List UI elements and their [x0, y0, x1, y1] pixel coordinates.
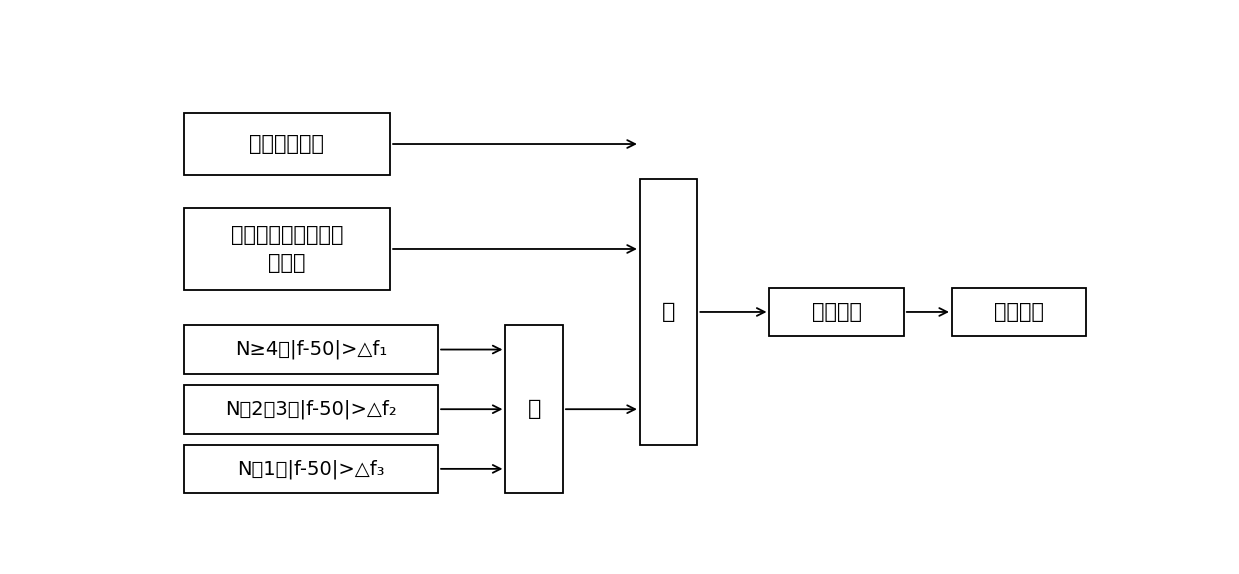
Text: N为1，|f-50|>△f₃: N为1，|f-50|>△f₃ — [237, 459, 384, 479]
Bar — [183, 444, 439, 493]
Bar — [952, 288, 1087, 336]
Bar — [183, 208, 390, 290]
Bar — [769, 288, 904, 336]
Bar — [506, 325, 563, 493]
Bar — [183, 385, 439, 433]
Bar — [183, 325, 439, 374]
Text: 延时时间: 延时时间 — [812, 302, 861, 322]
Text: 判出孤岛: 判出孤岛 — [994, 302, 1044, 322]
Text: 或: 或 — [528, 399, 541, 419]
Text: 且: 且 — [662, 302, 675, 322]
Text: N为2或3，|f-50|>△f₂: N为2或3，|f-50|>△f₂ — [225, 400, 396, 419]
Bar — [183, 113, 390, 175]
Text: 谐波突变启动: 谐波突变启动 — [249, 134, 325, 154]
Text: 谐波电压变化倍数超
出阈值: 谐波电压变化倍数超 出阈值 — [230, 225, 343, 273]
Bar — [639, 179, 698, 444]
Text: N≥4，|f-50|>△f₁: N≥4，|f-50|>△f₁ — [234, 340, 387, 359]
